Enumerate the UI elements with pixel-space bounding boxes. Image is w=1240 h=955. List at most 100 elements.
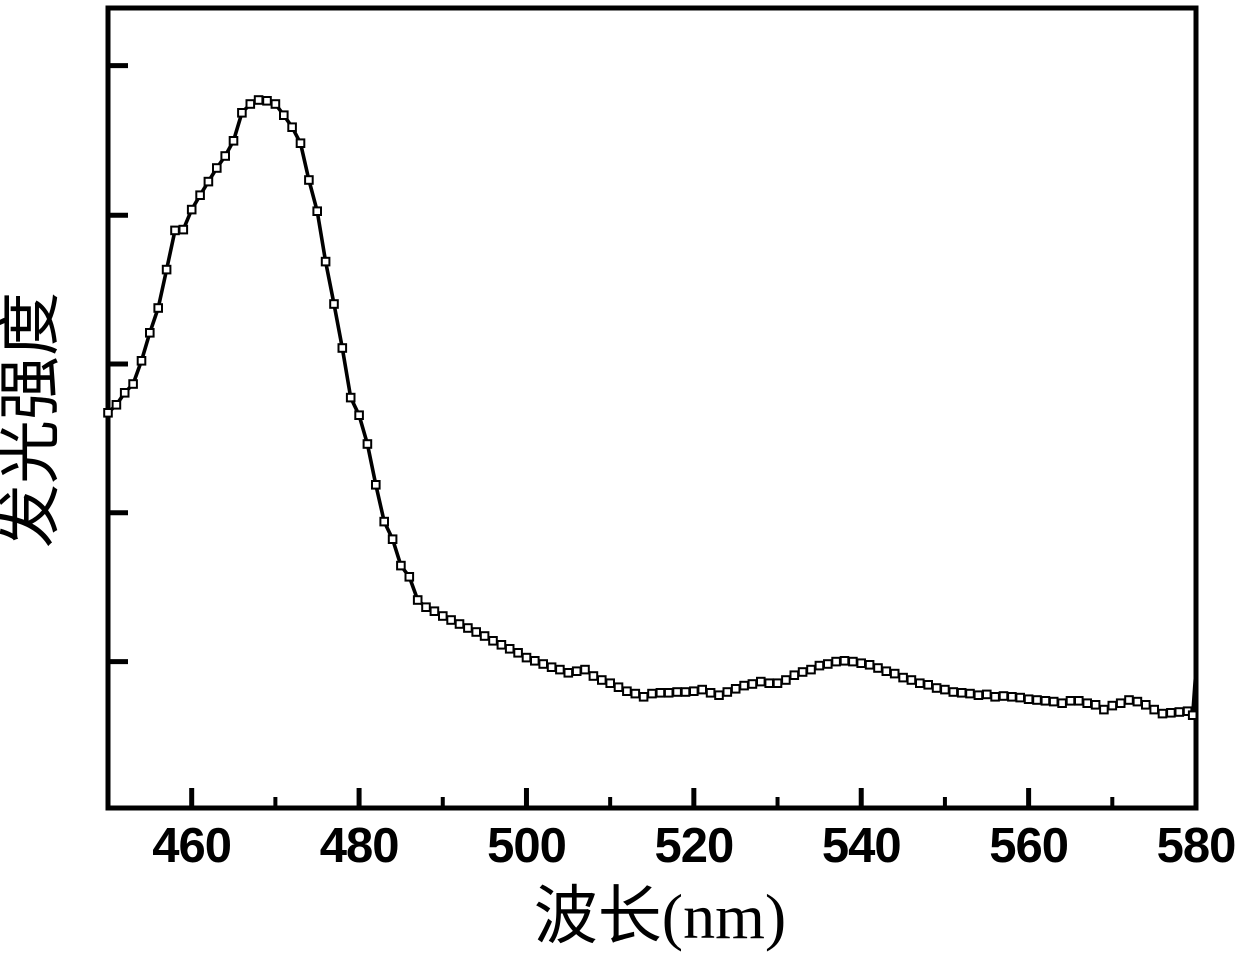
data-point-marker (814, 660, 825, 671)
data-point-marker (195, 190, 205, 200)
x-tick-label: 540 (822, 819, 901, 873)
data-point-marker (1107, 700, 1118, 711)
data-point-marker (1132, 696, 1143, 707)
data-point-marker (672, 687, 682, 697)
data-point-marker (312, 206, 322, 216)
data-point-marker (1157, 708, 1168, 719)
data-point-marker (237, 108, 247, 118)
data-point-marker (170, 225, 180, 236)
data-point-marker (714, 690, 724, 701)
data-point-marker (1048, 696, 1059, 707)
data-point-marker (295, 138, 306, 148)
data-point-marker (973, 690, 984, 701)
data-point-marker (563, 668, 574, 678)
data-point-marker (504, 644, 515, 654)
data-point-marker (873, 663, 883, 673)
data-point-marker (362, 439, 373, 449)
data-point-marker (396, 560, 406, 571)
data-point-marker (270, 99, 281, 109)
data-point-marker (471, 627, 481, 637)
data-point-marker (1149, 704, 1160, 715)
data-point-marker (345, 392, 356, 403)
data-point-marker (638, 692, 649, 702)
plot-border (105, 5, 1199, 811)
data-point-marker (1115, 698, 1126, 709)
data-point-marker (454, 619, 465, 629)
data-point-marker (1015, 692, 1026, 703)
x-tick-label: 460 (152, 819, 231, 873)
data-point-marker (956, 688, 967, 698)
data-point-marker (446, 615, 456, 625)
data-point-marker (153, 303, 163, 313)
data-point-marker (103, 408, 113, 418)
data-point-marker (772, 678, 783, 689)
data-point-marker (630, 688, 641, 699)
data-point-marker (597, 675, 607, 685)
data-point-marker (906, 675, 917, 685)
data-point-marker (764, 678, 775, 689)
data-point-marker (1166, 708, 1176, 718)
data-point-marker (948, 687, 959, 697)
data-point-marker (1124, 695, 1134, 705)
data-point-marker (1065, 696, 1076, 706)
data-point-marker (739, 680, 749, 691)
data-point-marker (1090, 700, 1101, 710)
data-point-marker (1082, 698, 1093, 709)
data-point-marker (412, 595, 423, 605)
data-point-marker (404, 572, 415, 582)
data-point-marker (588, 671, 599, 681)
data-point-marker (228, 136, 239, 146)
data-point-marker (111, 400, 122, 410)
data-point-marker (940, 684, 950, 695)
data-point-marker (287, 122, 297, 133)
data-point-marker (747, 679, 758, 689)
data-point-marker (538, 659, 549, 669)
data-point-marker (329, 299, 339, 309)
data-point-marker (898, 672, 908, 683)
y-axis-title: 发光强度 (0, 292, 66, 548)
data-point-marker (212, 163, 222, 173)
data-point-marker (655, 688, 666, 698)
data-point-marker (479, 631, 490, 641)
x-axis-title: 波长(nm) (534, 881, 786, 952)
data-point-marker (680, 687, 691, 697)
x-tick-label: 500 (487, 819, 566, 873)
data-point-marker (119, 388, 130, 398)
spectrum-curve (106, 98, 1198, 718)
data-point-marker (262, 96, 272, 106)
data-point-marker (848, 656, 858, 667)
data-point-marker (571, 666, 582, 677)
data-point-marker (1187, 710, 1198, 721)
data-point-marker (178, 224, 189, 235)
x-axis: 460 480 500 520 540 560 580 (106, 788, 1236, 873)
data-point-marker (722, 687, 733, 697)
data-point-marker (1032, 695, 1042, 705)
data-point-marker (1174, 707, 1185, 717)
data-point-marker (438, 611, 448, 621)
data-point-marker (689, 686, 699, 697)
data-point-marker (622, 686, 632, 697)
data-point-marker (831, 656, 841, 667)
data-point-marker (797, 667, 808, 677)
data-point-marker (1099, 704, 1109, 715)
data-point-marker (1057, 698, 1067, 709)
data-point-marker (990, 692, 1000, 702)
data-point-marker (923, 680, 934, 690)
data-point-marker (889, 668, 900, 679)
data-point-marker (1023, 694, 1034, 705)
data-point-marker (387, 534, 398, 545)
data-point-marker (253, 95, 264, 105)
data-point-marker (429, 606, 440, 617)
data-point-marker (304, 175, 314, 185)
data-point-marker (998, 691, 1009, 701)
data-point-marker (421, 602, 431, 613)
data-point-marker (203, 176, 214, 187)
data-point-marker (145, 328, 155, 338)
data-point-marker (864, 660, 875, 670)
data-point-marker (982, 689, 992, 700)
data-point-marker (613, 682, 624, 693)
data-point-marker (521, 652, 532, 663)
data-point-marker (220, 151, 230, 161)
